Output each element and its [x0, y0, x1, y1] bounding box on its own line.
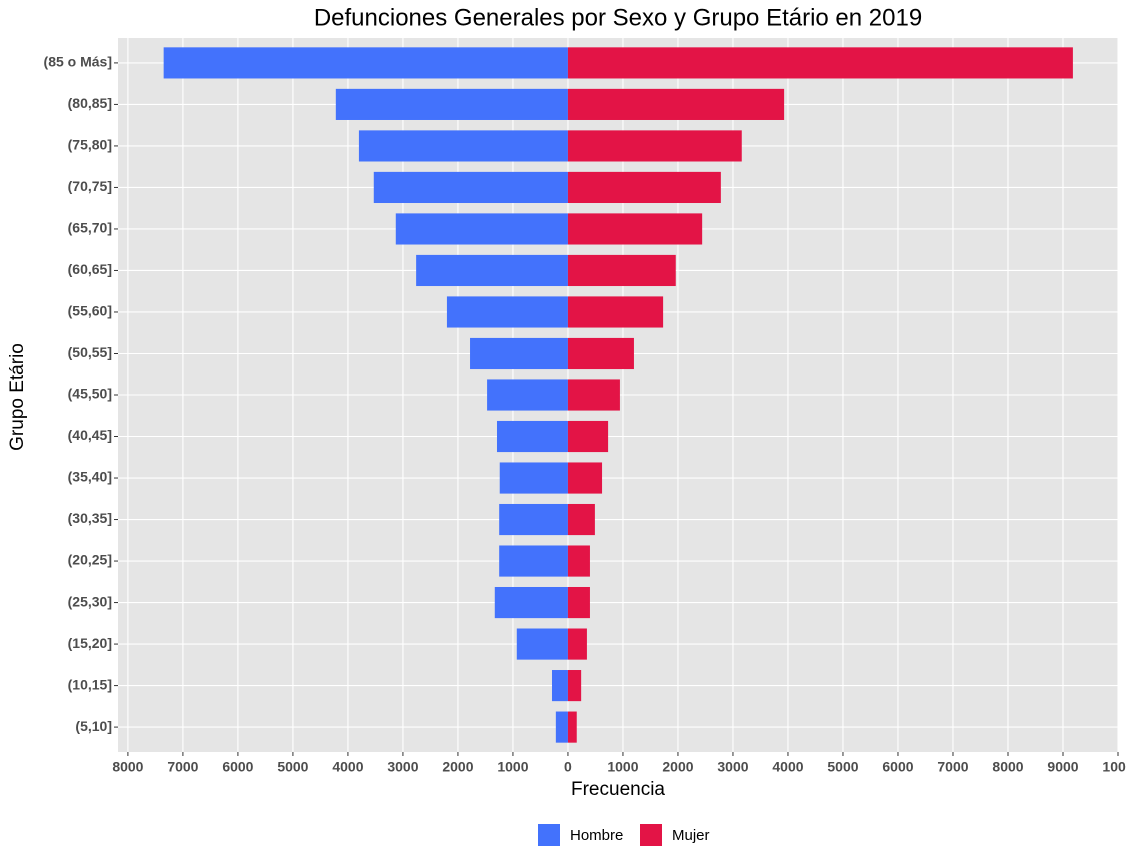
bar [358, 130, 568, 162]
bar [163, 47, 568, 79]
legend-label: Hombre [570, 827, 623, 844]
x-tick-label: 7000 [167, 759, 198, 775]
bar [567, 503, 595, 536]
bar [567, 47, 1073, 79]
y-tick-label: (75,80] [68, 137, 112, 153]
bar [494, 586, 568, 619]
y-tick-label: (35,40] [68, 469, 112, 485]
bar [567, 254, 676, 287]
bar [499, 503, 568, 536]
x-tick-label: 5000 [827, 759, 858, 775]
x-tick-label: 8000 [112, 759, 143, 775]
bar [567, 670, 582, 702]
x-tick-label: 4000 [332, 759, 363, 775]
y-tick-label: (65,70] [68, 220, 112, 236]
x-tick-label: 5000 [277, 759, 308, 775]
bar [567, 88, 785, 120]
y-tick-label: (30,35] [68, 510, 112, 526]
y-tick-label: (60,65] [68, 261, 112, 277]
bar [567, 379, 620, 411]
bar [496, 420, 568, 453]
bar [446, 296, 568, 328]
bar [567, 711, 577, 743]
bar [499, 545, 568, 577]
bar [487, 379, 568, 411]
bar [499, 462, 568, 494]
bar [567, 213, 703, 245]
y-tick-label: (45,50] [68, 386, 112, 402]
x-axis-title: Frecuencia [571, 779, 665, 800]
x-tick-label: 2000 [442, 759, 473, 775]
bar [335, 88, 568, 120]
x-tick-label: 2000 [662, 759, 693, 775]
y-tick-label: (80,85] [68, 95, 112, 111]
x-tick-label: 8000 [992, 759, 1023, 775]
x-tick-label: 6000 [222, 759, 253, 775]
bar [551, 670, 568, 702]
y-tick-label: (40,45] [68, 427, 112, 443]
bar [516, 628, 568, 660]
y-tick-label: (20,25] [68, 552, 112, 568]
chart-title: Defunciones Generales por Sexo y Grupo E… [314, 4, 922, 31]
bar [373, 171, 568, 204]
bar [567, 337, 634, 370]
x-tick-label: 3000 [717, 759, 748, 775]
x-tick-label: 0 [564, 759, 572, 775]
y-tick-label: (85 o Más] [44, 54, 112, 70]
x-tick-label: 1000 [1102, 759, 1126, 775]
x-tick-label: 3000 [387, 759, 418, 775]
legend-swatch [538, 824, 560, 846]
bar [567, 420, 609, 453]
y-tick-label: (25,30] [68, 593, 112, 609]
y-tick-label: (10,15] [68, 676, 112, 692]
bar [567, 462, 603, 494]
x-tick-label: 6000 [882, 759, 913, 775]
x-tick-label: 4000 [772, 759, 803, 775]
y-tick-label: (50,55] [68, 344, 112, 360]
bar [567, 545, 590, 577]
bar [567, 628, 587, 660]
legend-label: Mujer [672, 827, 710, 844]
bar [395, 213, 568, 245]
bar [567, 171, 721, 204]
y-axis-title: Grupo Etário [7, 343, 28, 451]
bar [555, 711, 568, 743]
bar [567, 130, 742, 162]
x-tick-label: 1000 [607, 759, 638, 775]
bar [567, 586, 590, 619]
bar [416, 254, 568, 287]
legend-swatch [640, 824, 662, 846]
bar [470, 337, 568, 370]
y-tick-label: (5,10] [75, 718, 112, 734]
y-tick-label: (70,75] [68, 178, 112, 194]
x-tick-label: 1000 [497, 759, 528, 775]
x-tick-label: 9000 [1047, 759, 1078, 775]
x-tick-label: 7000 [937, 759, 968, 775]
y-tick-label: (55,60] [68, 303, 112, 319]
y-tick-label: (15,20] [68, 635, 112, 651]
bar [567, 296, 664, 328]
